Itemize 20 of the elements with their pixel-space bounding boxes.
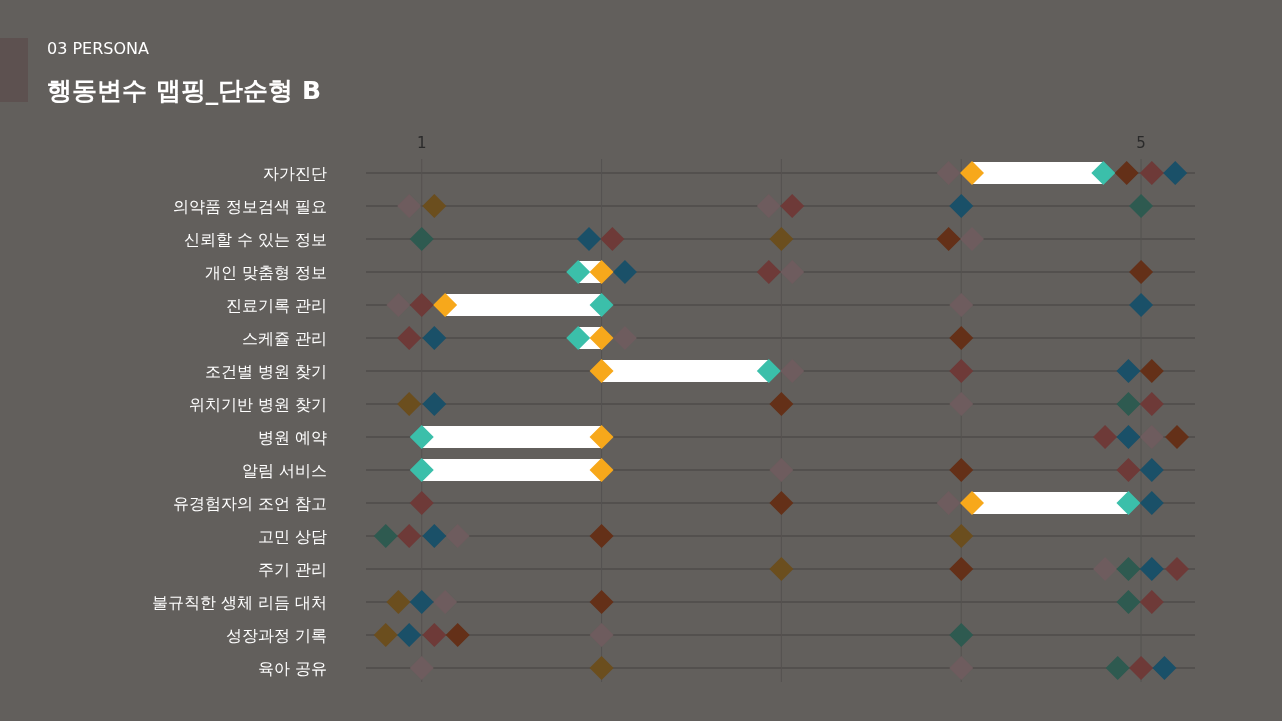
y-tick-label: 불규칙한 생체 리듬 대처	[151, 592, 327, 612]
y-tick-label: 자가진단	[263, 163, 327, 183]
y-tick-label: 의약품 정보검색 필요	[172, 196, 327, 216]
y-tick-label: 성장과정 기록	[225, 625, 327, 645]
y-tick-label: 병원 예약	[257, 427, 327, 447]
x-tick-label: 5	[1136, 134, 1146, 152]
y-tick-label: 알림 서비스	[241, 460, 327, 480]
y-tick-label: 조건별 병원 찾기	[204, 361, 327, 381]
y-tick-label: 고민 상담	[257, 526, 327, 546]
y-tick-label: 스케쥴 관리	[241, 328, 327, 348]
y-tick-label: 신뢰할 수 있는 정보	[183, 229, 327, 249]
y-tick-label: 진료기록 관리	[225, 295, 327, 315]
y-tick-label: 주기 관리	[257, 559, 327, 579]
text: 03 PERSONA	[47, 39, 150, 58]
x-tick-label: 1	[416, 134, 427, 152]
y-tick-label: 유경험자의 조언 참고	[172, 493, 327, 513]
y-tick-label: 육아 공유	[257, 658, 327, 678]
chart-title: 행동변수 맵핑_단순형 B	[47, 76, 321, 105]
y-tick-label: 개인 맞춤형 정보	[204, 262, 327, 282]
y-tick-label: 위치기반 병원 찾기	[188, 394, 327, 414]
